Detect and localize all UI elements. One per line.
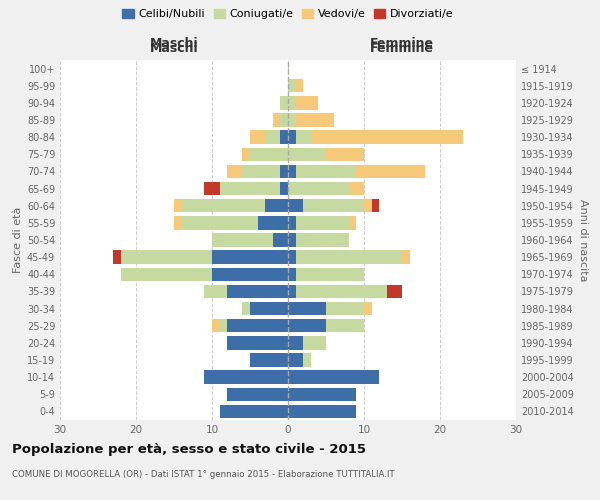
Bar [387, 284, 402, 298]
Bar [288, 354, 303, 366]
Bar [296, 114, 334, 126]
Bar [303, 354, 311, 366]
Bar [288, 164, 296, 178]
Bar [296, 284, 387, 298]
Y-axis label: Anni di nascita: Anni di nascita [578, 198, 588, 281]
Bar [273, 114, 280, 126]
Bar [121, 250, 212, 264]
Bar [288, 216, 296, 230]
Bar [212, 319, 220, 332]
Text: Femmine: Femmine [370, 36, 434, 50]
Bar [242, 302, 250, 316]
Text: Maschi: Maschi [149, 36, 199, 50]
Bar [296, 130, 311, 144]
Bar [280, 96, 288, 110]
Bar [205, 182, 220, 196]
Bar [288, 319, 326, 332]
Bar [326, 302, 364, 316]
Bar [205, 370, 288, 384]
Bar [296, 268, 364, 281]
Bar [364, 199, 371, 212]
Text: Femmine: Femmine [370, 42, 434, 55]
Bar [296, 96, 319, 110]
Bar [212, 250, 288, 264]
Bar [288, 370, 379, 384]
Bar [296, 234, 349, 246]
Bar [227, 164, 242, 178]
Bar [242, 148, 250, 161]
Bar [113, 250, 121, 264]
Bar [326, 148, 364, 161]
Bar [227, 319, 288, 332]
Bar [227, 284, 288, 298]
Bar [242, 164, 280, 178]
Bar [288, 336, 303, 349]
Bar [296, 79, 303, 92]
Bar [174, 216, 182, 230]
Bar [220, 404, 288, 418]
Bar [296, 250, 402, 264]
Bar [349, 182, 364, 196]
Bar [250, 354, 288, 366]
Bar [364, 302, 371, 316]
Bar [288, 250, 296, 264]
Bar [250, 130, 265, 144]
Bar [220, 182, 280, 196]
Bar [227, 336, 288, 349]
Bar [356, 164, 425, 178]
Bar [288, 404, 356, 418]
Bar [371, 199, 379, 212]
Bar [265, 130, 280, 144]
Bar [182, 199, 265, 212]
Bar [212, 234, 273, 246]
Bar [402, 250, 410, 264]
Bar [288, 79, 296, 92]
Bar [280, 182, 288, 196]
Bar [326, 319, 364, 332]
Bar [265, 199, 288, 212]
Bar [303, 336, 326, 349]
Bar [280, 114, 288, 126]
Bar [250, 148, 288, 161]
Text: COMUNE DI MOGORELLA (OR) - Dati ISTAT 1° gennaio 2015 - Elaborazione TUTTITALIA.: COMUNE DI MOGORELLA (OR) - Dati ISTAT 1°… [12, 470, 395, 479]
Bar [227, 388, 288, 401]
Bar [121, 268, 212, 281]
Bar [280, 164, 288, 178]
Text: Popolazione per età, sesso e stato civile - 2015: Popolazione per età, sesso e stato civil… [12, 442, 366, 456]
Bar [174, 199, 182, 212]
Legend: Celibi/Nubili, Coniugati/e, Vedovi/e, Divorziati/e: Celibi/Nubili, Coniugati/e, Vedovi/e, Di… [118, 4, 458, 24]
Bar [311, 130, 463, 144]
Bar [250, 302, 288, 316]
Bar [303, 199, 364, 212]
Bar [288, 130, 296, 144]
Bar [220, 319, 227, 332]
Text: Maschi: Maschi [149, 42, 199, 55]
Bar [288, 182, 349, 196]
Bar [288, 114, 296, 126]
Bar [349, 216, 356, 230]
Bar [288, 388, 356, 401]
Bar [296, 164, 356, 178]
Bar [288, 199, 303, 212]
Bar [273, 234, 288, 246]
Bar [257, 216, 288, 230]
Bar [280, 130, 288, 144]
Bar [288, 302, 326, 316]
Bar [205, 284, 227, 298]
Bar [212, 268, 288, 281]
Bar [182, 216, 257, 230]
Bar [288, 148, 326, 161]
Bar [288, 234, 296, 246]
Bar [288, 96, 296, 110]
Bar [296, 216, 349, 230]
Bar [288, 268, 296, 281]
Y-axis label: Fasce di età: Fasce di età [13, 207, 23, 273]
Bar [288, 284, 296, 298]
